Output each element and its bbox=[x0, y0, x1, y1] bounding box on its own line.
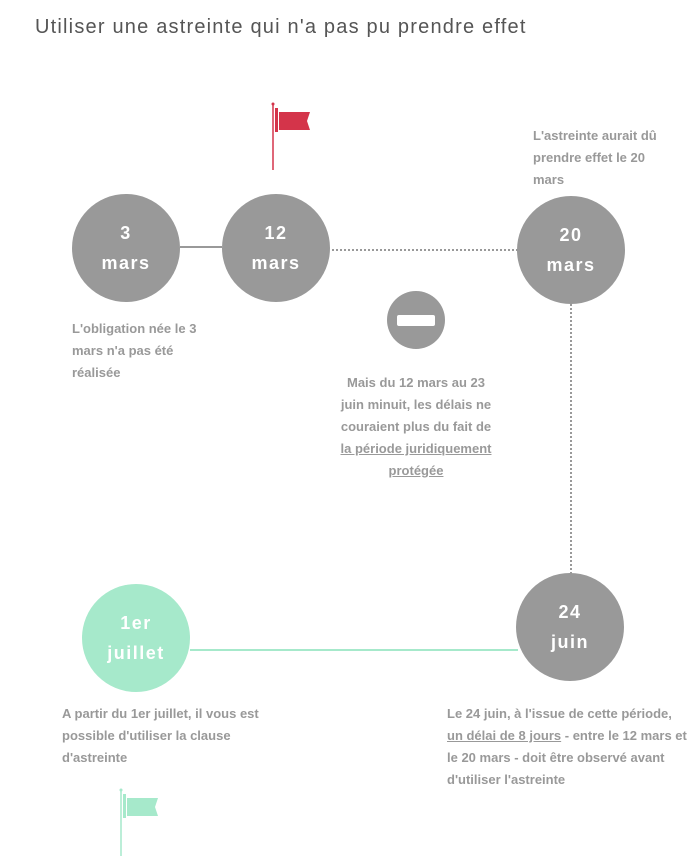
node-month: mars bbox=[251, 253, 301, 273]
node-1er-juillet: 1er juillet bbox=[82, 584, 190, 692]
connector-12-20 bbox=[332, 249, 518, 251]
note-text: - entre le 12 mars et le 20 mars - doit … bbox=[447, 728, 687, 787]
protected-period-link[interactable]: la période juridiquement protégée bbox=[340, 441, 492, 478]
node-12-mars: 12 mars bbox=[222, 194, 330, 302]
connector-3-12 bbox=[180, 246, 222, 248]
node-month: mars bbox=[546, 255, 596, 275]
eight-days-link[interactable]: un délai de 8 jours bbox=[447, 728, 562, 743]
node-24-juin: 24 juin bbox=[516, 573, 624, 681]
note-24-juin: Le 24 juin, à l'issue de cette période, … bbox=[447, 703, 687, 791]
node-3-mars: 3 mars bbox=[72, 194, 180, 302]
green-flag-icon bbox=[119, 788, 158, 856]
note-20-mars: L'astreinte aurait dû prendre effet le 2… bbox=[533, 128, 657, 187]
note-text: Le 24 juin, à l'issue de cette période, bbox=[447, 706, 672, 721]
red-flag-icon bbox=[271, 102, 310, 170]
no-entry-icon bbox=[387, 291, 445, 349]
node-month: juin bbox=[551, 632, 589, 652]
connector-20-24 bbox=[570, 304, 572, 574]
page-title: Utiliser une astreinte qui n'a pas pu pr… bbox=[35, 16, 527, 38]
node-day: 20 bbox=[559, 225, 583, 245]
node-day: 24 bbox=[558, 602, 582, 622]
note-3-mars: L'obligation née le 3 mars n'a pas été r… bbox=[72, 321, 197, 380]
node-day: 1er bbox=[120, 613, 152, 633]
node-day: 12 bbox=[264, 223, 288, 243]
node-month: mars bbox=[101, 253, 151, 273]
note-pause: Mais du 12 mars au 23 juin minuit, les d… bbox=[335, 372, 497, 482]
note-1er-juillet: A partir du 1er juillet, il vous est pos… bbox=[62, 706, 259, 765]
note-text: Mais du 12 mars au 23 juin minuit, les d… bbox=[340, 375, 492, 434]
connector-24-1er bbox=[190, 649, 518, 651]
node-month: juillet bbox=[107, 643, 165, 663]
node-day: 3 bbox=[120, 223, 132, 243]
node-20-mars: 20 mars bbox=[517, 196, 625, 304]
